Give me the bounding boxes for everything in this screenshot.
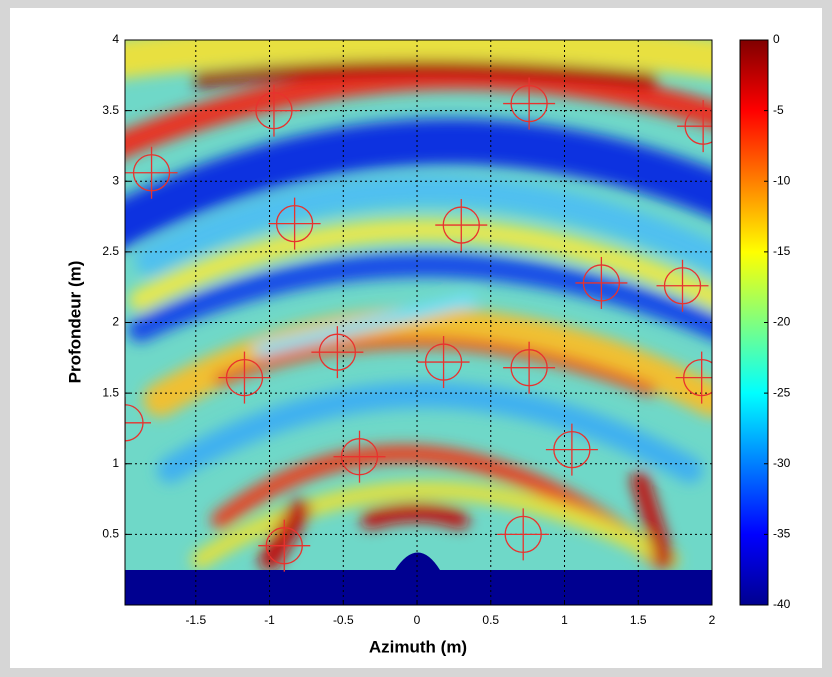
x-tick-label: -0.5 [333, 613, 354, 627]
y-tick-label: 1.5 [102, 385, 119, 399]
y-axis-title: Profondeur (m) [65, 261, 84, 384]
y-tick-label: 1 [112, 456, 119, 470]
x-tick-label: 0 [414, 613, 421, 627]
x-tick-label: 0.5 [482, 613, 499, 627]
x-axis-title: Azimuth (m) [369, 637, 467, 656]
target [503, 341, 556, 394]
colorbar [739, 39, 769, 606]
target [656, 259, 709, 312]
y-tick-label: 2.5 [102, 244, 119, 258]
target [125, 396, 151, 449]
y-tick-label: 2 [112, 315, 119, 329]
target [545, 423, 598, 476]
x-tick-label: -1 [264, 613, 275, 627]
target [125, 146, 178, 199]
target [417, 336, 470, 389]
target [311, 326, 364, 379]
y-tick-label: 4 [112, 32, 119, 46]
x-tick-label: -1.5 [185, 613, 206, 627]
target [435, 199, 488, 252]
colorbar-tick-label: -5 [773, 103, 784, 117]
target [675, 351, 712, 404]
x-tick-label: 1 [561, 613, 568, 627]
y-tick-label: 3 [112, 173, 119, 187]
target [677, 100, 712, 153]
colorbar-tick-label: -35 [773, 527, 791, 541]
target [333, 430, 386, 483]
target [218, 351, 271, 404]
y-tick-label: 3.5 [102, 103, 119, 117]
colorbar-tick-label: -15 [773, 244, 791, 258]
colorbar-tick-label: -25 [773, 385, 791, 399]
target [258, 519, 311, 572]
colorbar-tick-label: -20 [773, 315, 791, 329]
heatmap [125, 40, 712, 605]
targets [125, 77, 712, 572]
target [247, 84, 300, 137]
plot-frame [124, 39, 713, 606]
target [503, 77, 556, 130]
x-tick-label: 2 [709, 613, 716, 627]
target [497, 508, 550, 561]
colorbar-tick-label: -30 [773, 456, 791, 470]
target [575, 256, 628, 309]
colorbar-tick-label: -10 [773, 173, 791, 187]
colorbar-tick-label: -40 [773, 597, 791, 611]
y-tick-label: 0.5 [102, 527, 119, 541]
colorbar-tick-label: 0 [773, 32, 780, 46]
target [268, 197, 321, 250]
x-tick-label: 1.5 [630, 613, 647, 627]
